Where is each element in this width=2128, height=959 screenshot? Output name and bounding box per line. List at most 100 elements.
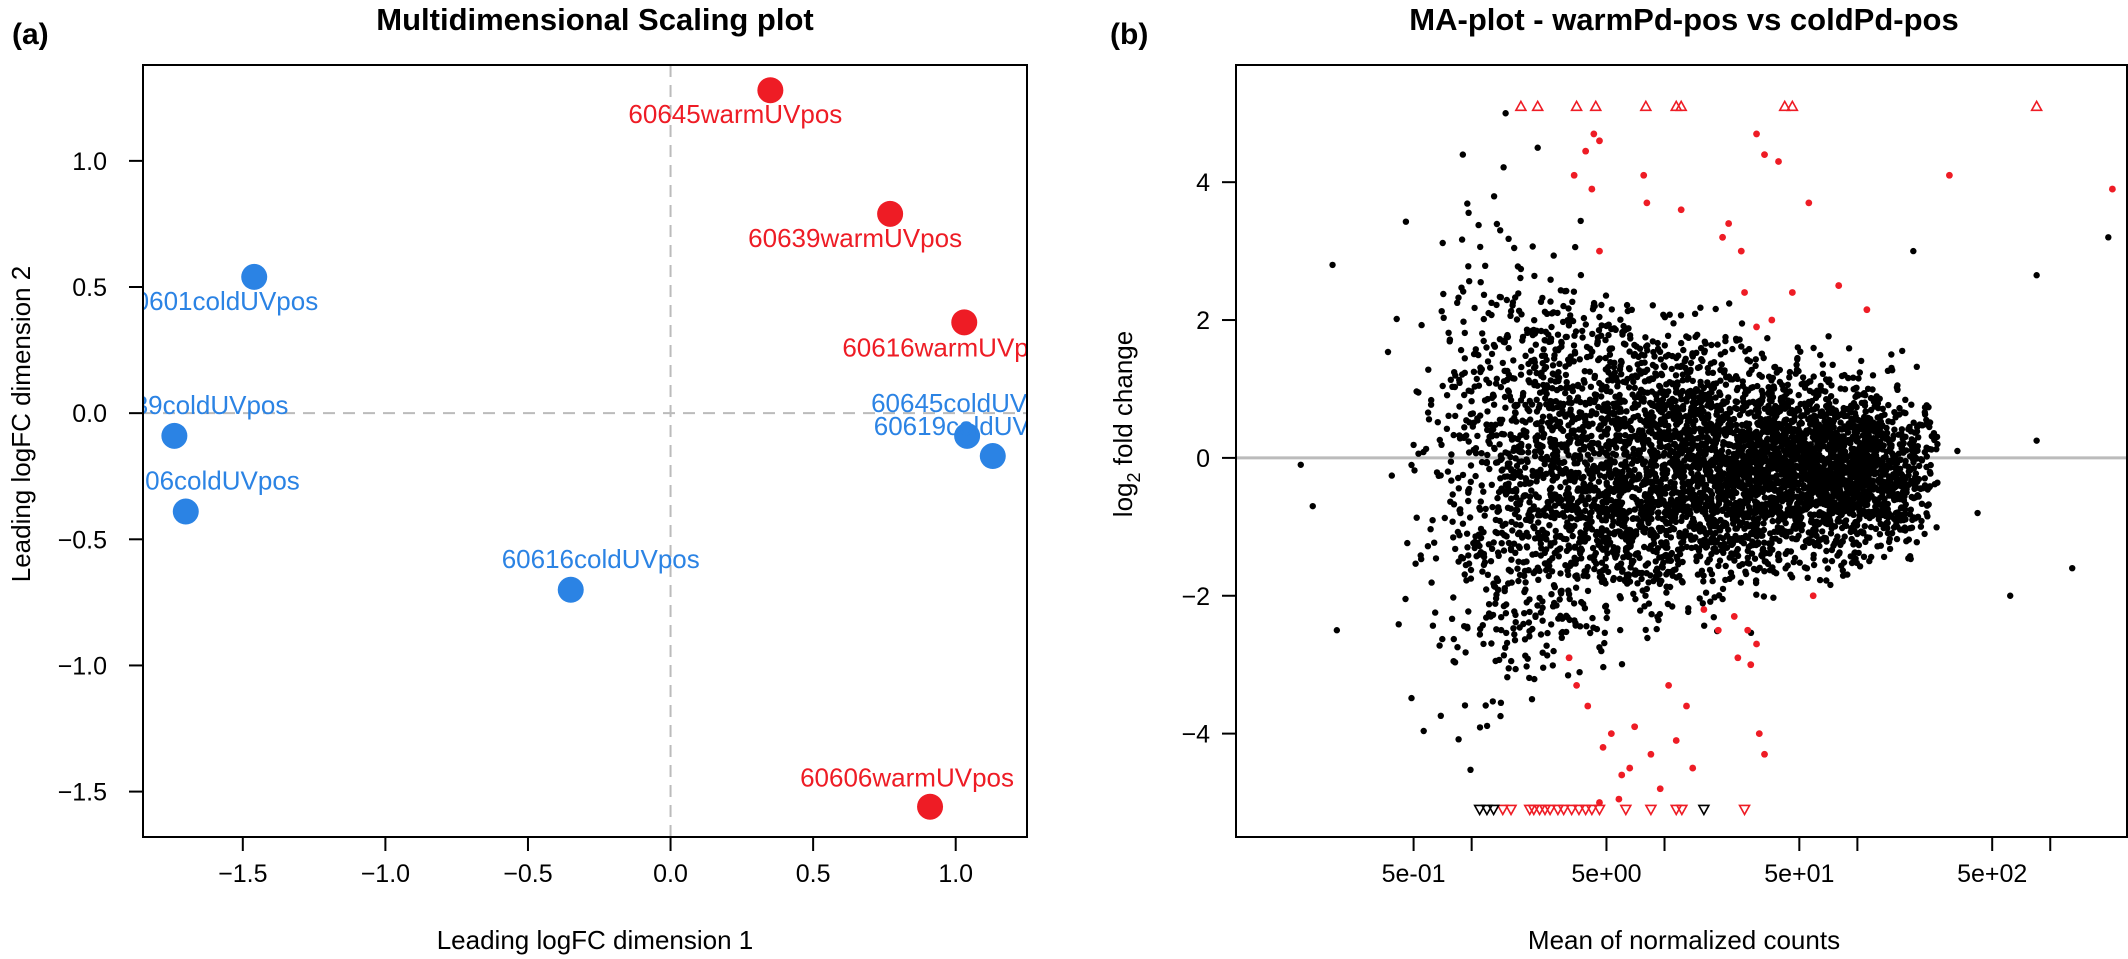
ma-point bbox=[1604, 406, 1611, 413]
ma-point bbox=[1415, 389, 1422, 396]
ma-point bbox=[1402, 595, 1409, 603]
ma-point bbox=[1582, 501, 1589, 508]
ma-point bbox=[1511, 402, 1518, 409]
ma-point bbox=[1715, 562, 1722, 570]
ma-point bbox=[1539, 604, 1546, 611]
ma-point bbox=[1490, 539, 1497, 546]
ma-point bbox=[1583, 521, 1590, 528]
ma-point bbox=[1847, 528, 1854, 536]
ma-point bbox=[1549, 555, 1556, 562]
ma-point bbox=[1743, 520, 1751, 528]
ma-point bbox=[1508, 556, 1515, 563]
ma-point bbox=[1548, 621, 1555, 628]
ma-point bbox=[1824, 565, 1832, 572]
ma-point bbox=[1700, 578, 1707, 585]
ma-point bbox=[1422, 445, 1430, 453]
ma-point bbox=[1800, 482, 1807, 489]
ma-point bbox=[1709, 577, 1716, 585]
ma-point bbox=[1599, 503, 1606, 511]
ma-point bbox=[1714, 408, 1721, 415]
ma-point bbox=[1884, 500, 1892, 508]
ma-point bbox=[1741, 456, 1748, 463]
ma-point bbox=[1712, 434, 1719, 441]
ma-point bbox=[1413, 514, 1420, 521]
ma-point bbox=[1716, 534, 1724, 541]
ma-point bbox=[1572, 573, 1579, 580]
ma-point bbox=[1700, 384, 1708, 392]
ma-point bbox=[1412, 560, 1419, 567]
ma-point bbox=[1802, 470, 1809, 478]
ma-point bbox=[1648, 375, 1655, 382]
ma-point bbox=[1736, 498, 1744, 505]
ma-point bbox=[1847, 423, 1855, 431]
ma-point bbox=[1447, 498, 1454, 505]
ma-point bbox=[1549, 464, 1556, 471]
ma-point bbox=[1661, 488, 1668, 496]
ma-point bbox=[1425, 366, 1432, 373]
ma-point bbox=[1562, 479, 1569, 486]
ma-point bbox=[1531, 317, 1538, 324]
ma-point bbox=[1628, 557, 1636, 565]
ma-point bbox=[1761, 475, 1769, 483]
ma-point bbox=[1642, 592, 1649, 599]
ma-point bbox=[1760, 593, 1768, 600]
ma-point bbox=[1768, 397, 1775, 405]
ma-point bbox=[1851, 549, 1859, 556]
ma-point bbox=[1410, 441, 1417, 449]
ma-point bbox=[1583, 436, 1590, 443]
ma-point bbox=[1733, 421, 1740, 429]
ma-point bbox=[1698, 404, 1705, 411]
ma-point bbox=[1511, 414, 1518, 422]
ma-point bbox=[1534, 420, 1541, 427]
ma-point bbox=[1731, 557, 1738, 564]
ma-point bbox=[1827, 393, 1835, 400]
ma-point bbox=[1923, 444, 1930, 451]
ma-point bbox=[1450, 635, 1458, 643]
ma-point bbox=[1431, 539, 1438, 546]
ma-point bbox=[1578, 555, 1585, 562]
ma-point bbox=[1808, 397, 1816, 405]
ma-point bbox=[1759, 390, 1767, 398]
ma-point bbox=[1660, 362, 1667, 369]
ma-point bbox=[1733, 398, 1741, 406]
ma-point bbox=[1756, 564, 1763, 571]
ma-point bbox=[1560, 535, 1567, 542]
ma-point bbox=[1632, 404, 1639, 411]
ma-point bbox=[1933, 433, 1941, 441]
ma-point bbox=[1500, 652, 1508, 659]
ma-point bbox=[1529, 506, 1537, 513]
ma-point bbox=[1483, 344, 1490, 351]
ma-point bbox=[1530, 364, 1538, 372]
ma-point bbox=[1529, 243, 1536, 250]
ma-point bbox=[1551, 502, 1559, 509]
ma-point bbox=[1693, 399, 1700, 407]
ma-point bbox=[1704, 516, 1712, 523]
ma-point bbox=[1739, 404, 1747, 411]
ma-point bbox=[1861, 438, 1869, 445]
ma-point bbox=[1468, 398, 1475, 405]
ma-point bbox=[1656, 554, 1663, 561]
ma-point bbox=[1638, 507, 1645, 514]
ma-point bbox=[1839, 567, 1847, 574]
ma-point bbox=[1727, 417, 1735, 424]
ma-point bbox=[1488, 640, 1495, 647]
ma-point bbox=[1699, 396, 1706, 404]
ma-point bbox=[1482, 505, 1489, 513]
ma-point bbox=[1528, 487, 1535, 494]
ma-point bbox=[1550, 582, 1558, 589]
ma-point bbox=[1554, 331, 1562, 338]
ma-point bbox=[1759, 502, 1766, 510]
ma-point bbox=[1895, 450, 1903, 457]
ma-point bbox=[1583, 623, 1590, 630]
ma-point bbox=[1562, 562, 1569, 569]
ma-point bbox=[1598, 544, 1605, 552]
ma-point bbox=[1515, 307, 1523, 314]
ma-point bbox=[1534, 442, 1541, 449]
ma-point bbox=[1765, 384, 1772, 391]
ma-point bbox=[1776, 366, 1784, 374]
ma-point bbox=[1622, 341, 1629, 348]
ma-point bbox=[1499, 359, 1507, 367]
ma-point bbox=[1568, 430, 1575, 438]
ma-point bbox=[1700, 572, 1707, 579]
ma-point bbox=[1672, 385, 1680, 392]
